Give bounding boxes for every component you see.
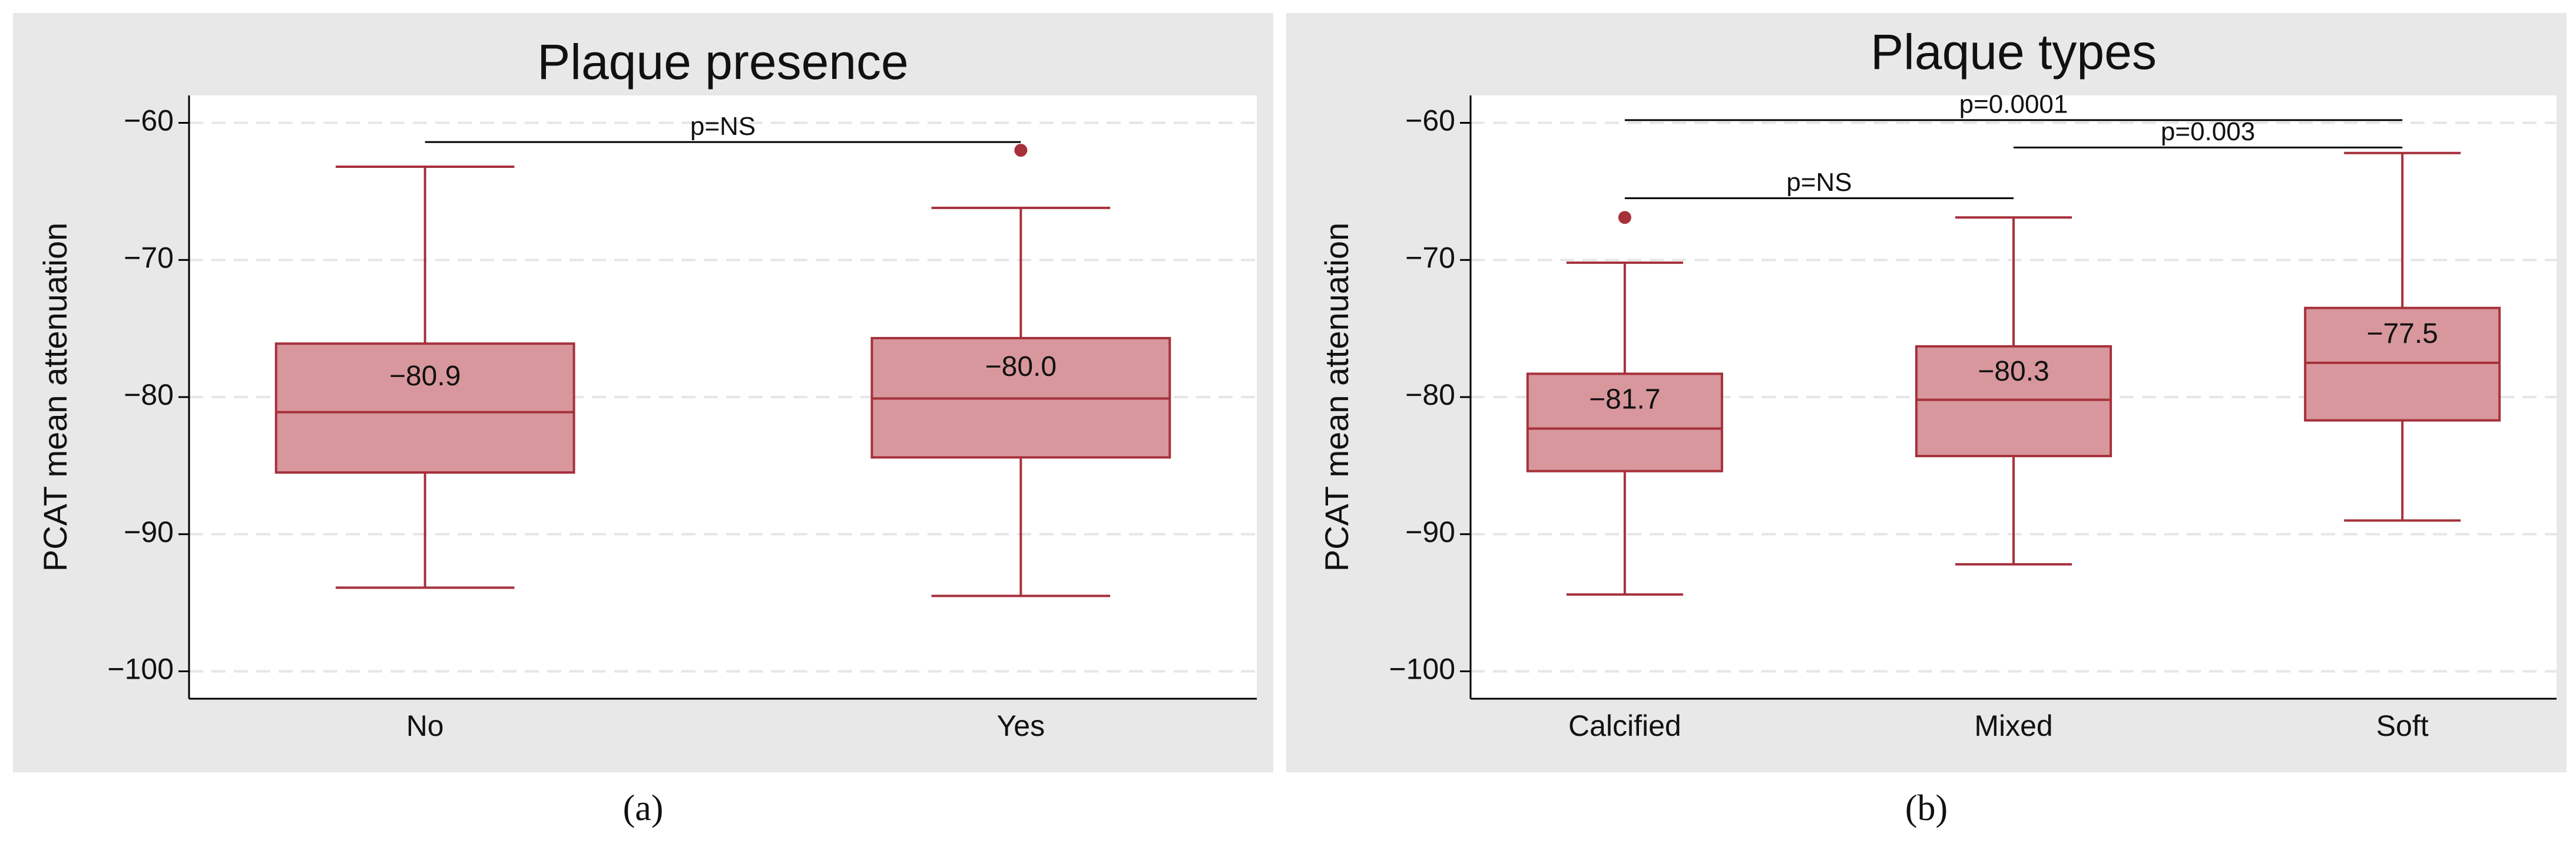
y-tick-label: −70 bbox=[124, 241, 174, 274]
y-tick-label: −90 bbox=[124, 515, 174, 548]
value-label: −77.5 bbox=[2366, 318, 2438, 349]
outlier bbox=[1618, 211, 1631, 224]
y-tick-label: −100 bbox=[1389, 653, 1455, 686]
y-tick-label: −80 bbox=[124, 378, 174, 411]
y-tick-label: −80 bbox=[1405, 378, 1455, 411]
chart-title: Plaque presence bbox=[537, 34, 908, 90]
value-label: −80.9 bbox=[389, 361, 461, 392]
significance-label: p=0.0001 bbox=[1959, 90, 2068, 119]
y-tick-label: −60 bbox=[124, 104, 174, 137]
x-tick-label: Yes bbox=[997, 709, 1045, 742]
y-axis-label: PCAT mean attenuation bbox=[1318, 223, 1355, 572]
box bbox=[274, 342, 575, 474]
x-tick-label: Mixed bbox=[1974, 709, 2052, 742]
significance-label: p=0.003 bbox=[2161, 117, 2255, 146]
y-tick-label: −90 bbox=[1405, 515, 1455, 548]
panel-caption: (a) bbox=[623, 788, 664, 828]
x-tick-label: Calcified bbox=[1568, 709, 1681, 742]
y-axis-label: PCAT mean attenuation bbox=[37, 223, 74, 572]
panel-caption: (b) bbox=[1905, 788, 1948, 828]
y-tick-label: −70 bbox=[1405, 241, 1455, 274]
box bbox=[2304, 306, 2501, 422]
y-tick-label: −60 bbox=[1405, 104, 1455, 137]
outlier bbox=[1014, 144, 1028, 157]
x-tick-label: Soft bbox=[2376, 709, 2429, 742]
value-label: −81.7 bbox=[1589, 384, 1660, 415]
significance-label: p=NS bbox=[1786, 168, 1852, 197]
chart-title: Plaque types bbox=[1870, 24, 2157, 80]
box bbox=[1526, 372, 1723, 472]
box bbox=[1915, 345, 2113, 458]
value-label: −80.0 bbox=[985, 351, 1057, 382]
value-label: −80.3 bbox=[1978, 356, 2049, 387]
x-tick-label: No bbox=[406, 709, 444, 742]
significance-label: p=NS bbox=[690, 112, 756, 141]
y-tick-label: −100 bbox=[107, 653, 174, 686]
